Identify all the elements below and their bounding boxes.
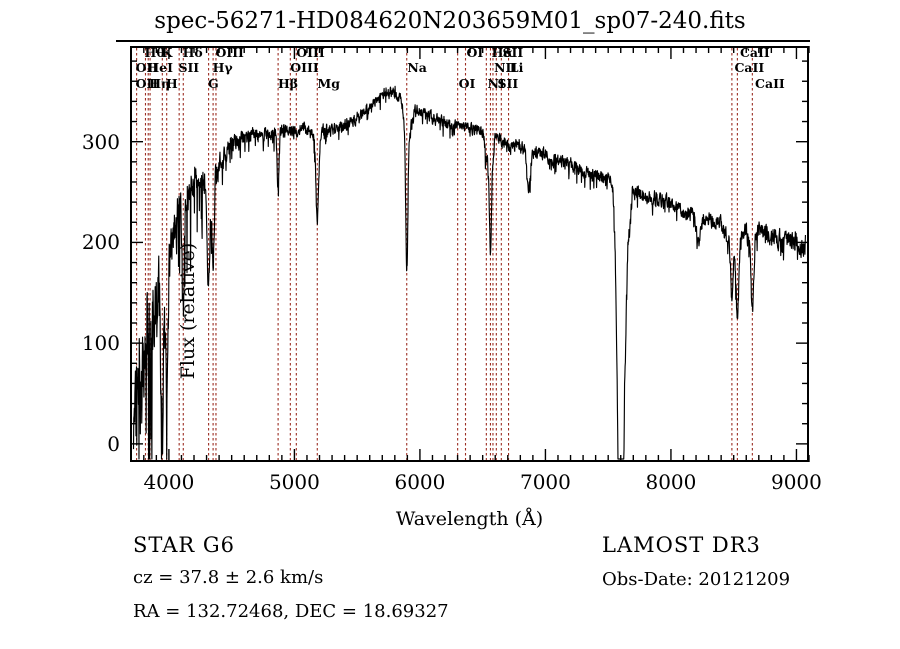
redshift-velocity-label: cz = 37.8 ± 2.6 km/s	[133, 567, 324, 588]
x-tick-label: 7000	[519, 470, 571, 494]
line-id-label: Na	[407, 60, 427, 75]
object-class-label: STAR G6	[133, 533, 236, 557]
line-id-label: CaII	[739, 45, 770, 60]
coordinates-label: RA = 132.72468, DEC = 18.69327	[133, 601, 449, 622]
observation-date-label: Obs-Date: 20121209	[602, 569, 791, 590]
line-id-label: CaII	[734, 60, 765, 75]
survey-label: LAMOST DR3	[602, 533, 761, 557]
line-id-label: Hβ	[277, 76, 299, 91]
y-tick-label: 100	[81, 331, 120, 356]
axis-ticks	[130, 46, 810, 462]
line-id-label: SII	[178, 60, 200, 75]
line-id-label: NII	[494, 60, 518, 75]
line-id-label: Hδ	[182, 45, 203, 60]
line-id-label: Hγ	[212, 60, 233, 75]
x-tick-label: 5000	[268, 470, 320, 494]
spectrum-plot: 4000 5000 6000 7000 8000 9000 0 100 200 300 OII O…	[82, 45, 822, 494]
line-id-label: Hα	[491, 45, 514, 60]
x-tick-label: 4000	[143, 470, 195, 494]
x-tick-label: 6000	[394, 470, 446, 494]
x-tick-label: 9000	[770, 470, 822, 494]
line-id-label: Hη	[149, 76, 171, 91]
line-id-label: OIII	[290, 60, 319, 75]
x-tick-label: 8000	[645, 470, 697, 494]
line-id-label: SII	[502, 45, 524, 60]
line-id-label: Li	[509, 60, 524, 75]
line-id-label: NI	[487, 76, 505, 91]
spectrum-trace	[132, 48, 807, 460]
line-id-label: HeI	[147, 60, 173, 75]
line-id-label: OIII	[296, 45, 325, 60]
page-title: spec-56271-HD084620N203659M01_sp07-240.f…	[154, 8, 746, 34]
line-id-label: H	[165, 76, 178, 91]
y-tick-label: 300	[81, 129, 120, 154]
line-id-label: OI	[458, 76, 476, 91]
line-id-label: OII	[135, 76, 159, 91]
line-id-label: SII	[497, 76, 519, 91]
line-id-label: Hθ	[144, 45, 165, 60]
line-id-label: K	[161, 45, 173, 60]
title-divider	[116, 40, 810, 42]
line-id-label: G	[208, 76, 219, 91]
line-id-label: OIII	[215, 45, 244, 60]
line-id-label: OII	[135, 60, 159, 75]
line-id-label: Mg	[317, 76, 340, 91]
y-tick-label: 200	[81, 230, 120, 255]
line-id-label: OI	[466, 45, 484, 60]
line-id-label: CaII	[755, 76, 785, 91]
y-tick-label: 0	[107, 431, 120, 456]
x-axis-title: Wavelength (Å)	[395, 508, 544, 530]
y-axis-title: Flux (relative)	[177, 242, 199, 380]
